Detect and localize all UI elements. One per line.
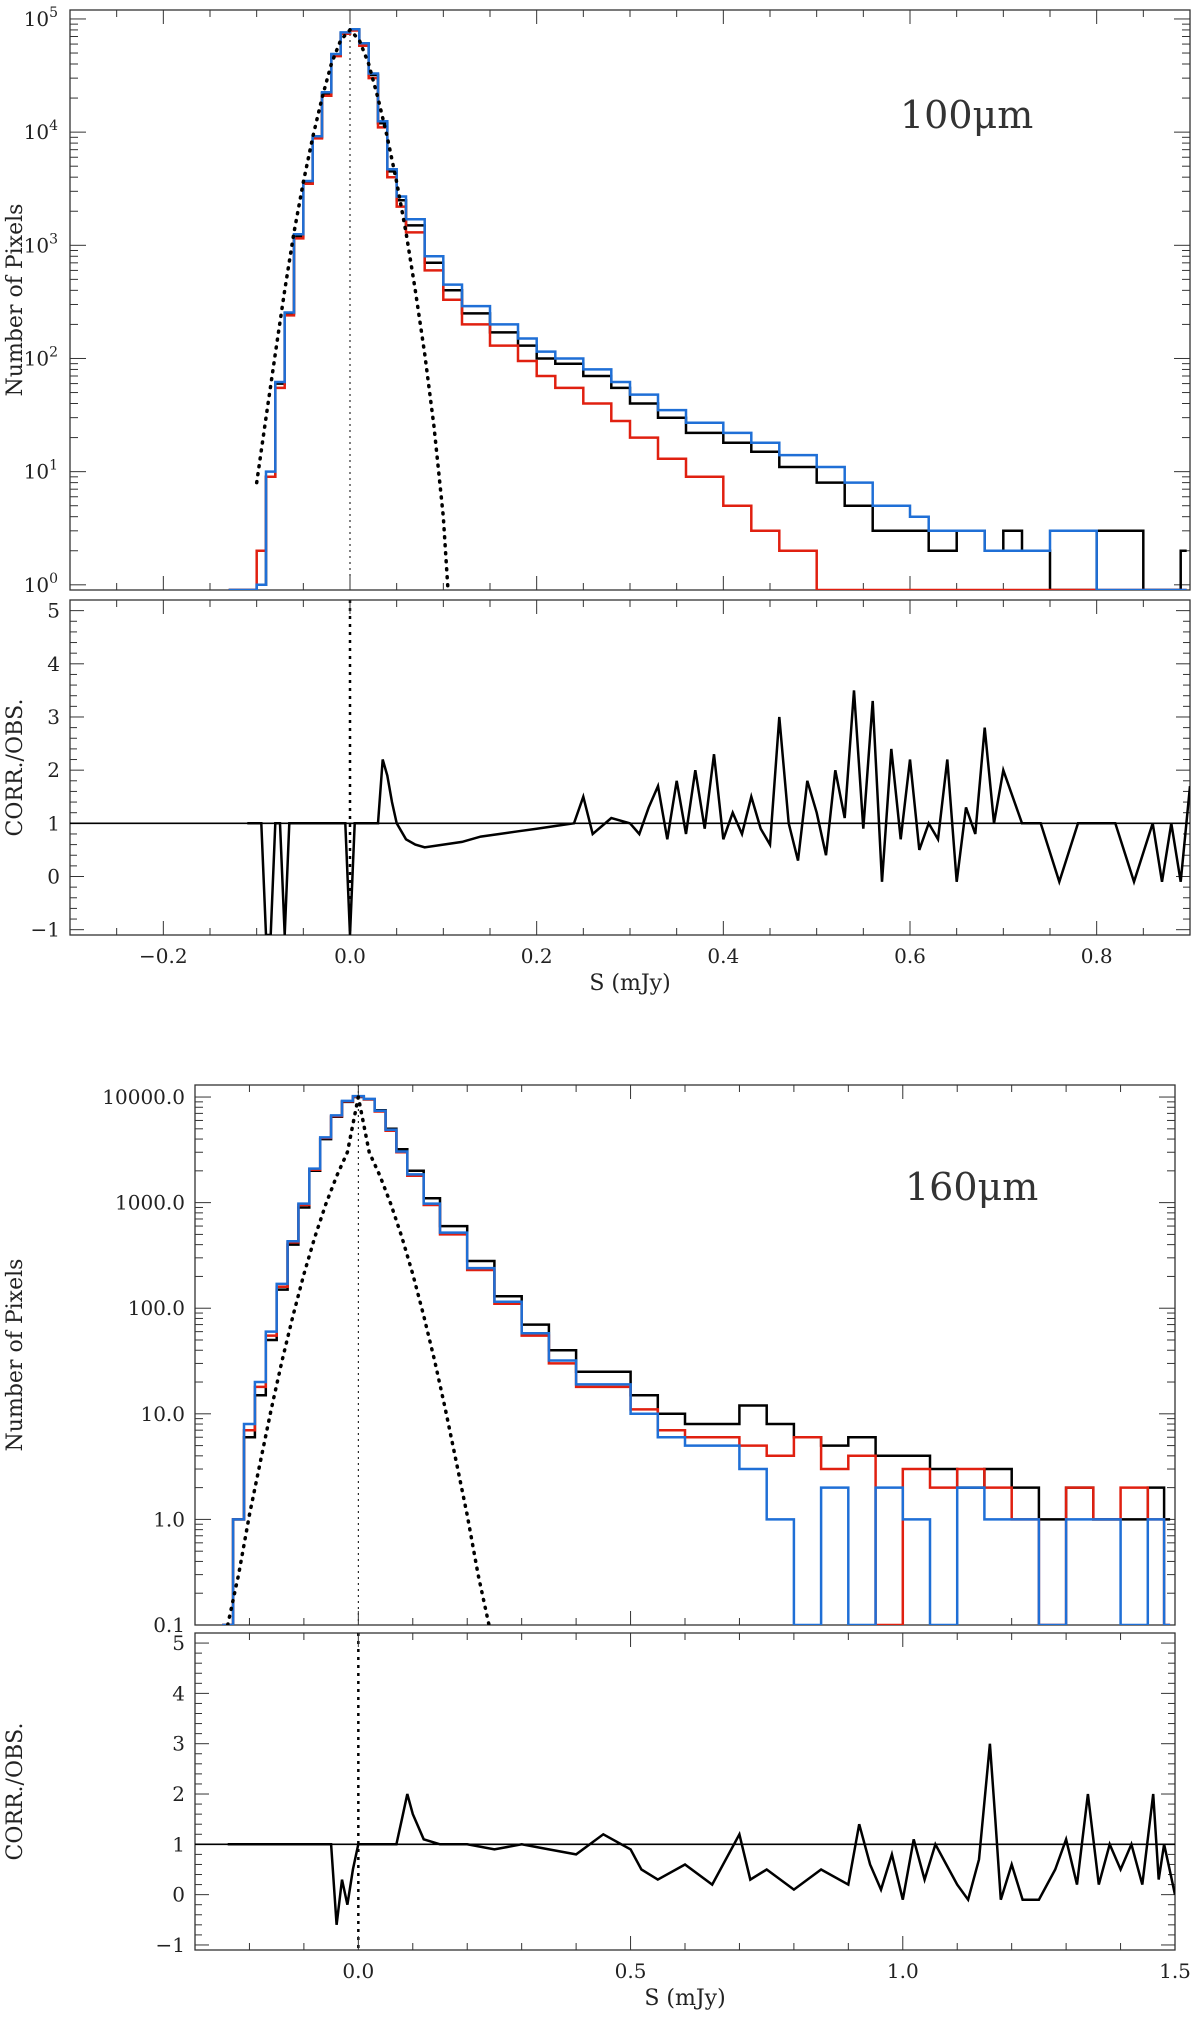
band-annotation: 100μm [900, 93, 1033, 137]
x-tick-label: 1.0 [887, 1959, 919, 1983]
panel-bottom-hist: 0.1 1.0 10.0 100.0 1000.0 10000.0 Number of Pi… [3, 1084, 1176, 1637]
panel-top-ratio: −0.2 0.0 0.2 0.4 0.6 0.8 −1 0 1 2 3 4 5 CORR./OBS. S (… [3, 599, 1191, 996]
y-tick-exponent: 4 [49, 118, 58, 134]
panel-bottom-ratio: 0.0 0.5 1.0 1.5 −1 0 1 2 3 4 5 CORR./OBS. S (mJy) [3, 1631, 1191, 2011]
y-tick-label: 2 [172, 1782, 185, 1806]
y-tick-exponent: 5 [49, 5, 58, 21]
series-group [222, 1094, 1171, 1625]
x-tick-label: −0.2 [139, 944, 188, 968]
x-tick-label: 0.4 [707, 944, 739, 968]
x-tick-label: 0.0 [342, 1959, 374, 1983]
y-tick-label: 100.0 [128, 1296, 185, 1320]
y-tick-base: 10 [24, 120, 49, 144]
y-tick-label: 10.0 [140, 1402, 185, 1426]
y-tick-label: 102 [24, 344, 58, 370]
red-histogram-series [222, 1095, 1171, 1625]
y-tick-label: 103 [24, 231, 58, 257]
blue-histogram-series [228, 28, 1187, 590]
x-axis-title: S (mJy) [589, 971, 670, 996]
y-tick-label: 2 [47, 758, 60, 782]
series-group [195, 1743, 1175, 1925]
y-tick-label: 4 [172, 1681, 185, 1705]
y-tick-label: 105 [24, 5, 58, 31]
y-tick-label: 1000.0 [115, 1191, 185, 1215]
y-tick-label: 104 [24, 118, 58, 144]
y-tick-label: −1 [31, 918, 60, 942]
series-group [228, 27, 1187, 590]
red-histogram-series [228, 29, 1187, 590]
gaussian-fit-series [225, 1096, 491, 1625]
y-tick-base: 10 [24, 233, 49, 257]
y-tick-label: 1.0 [153, 1507, 185, 1531]
x-tick-label: 1.5 [1159, 1959, 1191, 1983]
y-tick-label: 5 [172, 1631, 185, 1655]
x-tick-label: 0.6 [894, 944, 926, 968]
y-tick-label: 3 [172, 1732, 185, 1756]
y-tick-label: 0.1 [153, 1613, 185, 1637]
x-axis-title: S (mJy) [644, 1986, 725, 2011]
y-tick-exponent: 0 [49, 571, 58, 587]
y-tick-label: 10000.0 [102, 1085, 185, 1109]
gaussian-fit-series [254, 27, 450, 590]
x-tick-label: 0.0 [334, 944, 366, 968]
y-tick-exponent: 3 [49, 231, 58, 247]
y-axis-title: Number of Pixels [3, 1259, 28, 1452]
y-tick-label: 3 [47, 705, 60, 729]
y-tick-label: 5 [47, 599, 60, 623]
y-tick-base: 10 [24, 573, 49, 597]
x-tick-label: 0.5 [615, 1959, 647, 1983]
y-tick-exponent: 2 [49, 344, 58, 360]
y-tick-label: 1 [47, 811, 60, 835]
y-tick-label: 1 [172, 1832, 185, 1856]
y-tick-base: 10 [24, 346, 49, 370]
series-group [70, 690, 1190, 935]
y-tick-label: 4 [47, 652, 60, 676]
y-tick-label: −1 [156, 1933, 185, 1957]
x-tick-label: 0.2 [521, 944, 553, 968]
x-tick-label: 0.8 [1081, 944, 1113, 968]
blue-histogram-series [222, 1094, 1171, 1625]
y-axis-title: Number of Pixels [3, 204, 28, 397]
band-annotation: 160μm [905, 1165, 1038, 1209]
y-tick-exponent: 1 [49, 458, 58, 474]
y-tick-base: 10 [24, 460, 49, 484]
y-tick-label: 0 [172, 1883, 185, 1907]
y-tick-label: 0 [47, 865, 60, 889]
y-tick-label: 101 [24, 458, 58, 484]
y-axis-title: CORR./OBS. [3, 699, 28, 837]
y-tick-label: 100 [24, 571, 58, 597]
y-tick-base: 10 [24, 7, 49, 31]
y-axis-title: CORR./OBS. [3, 1723, 28, 1861]
